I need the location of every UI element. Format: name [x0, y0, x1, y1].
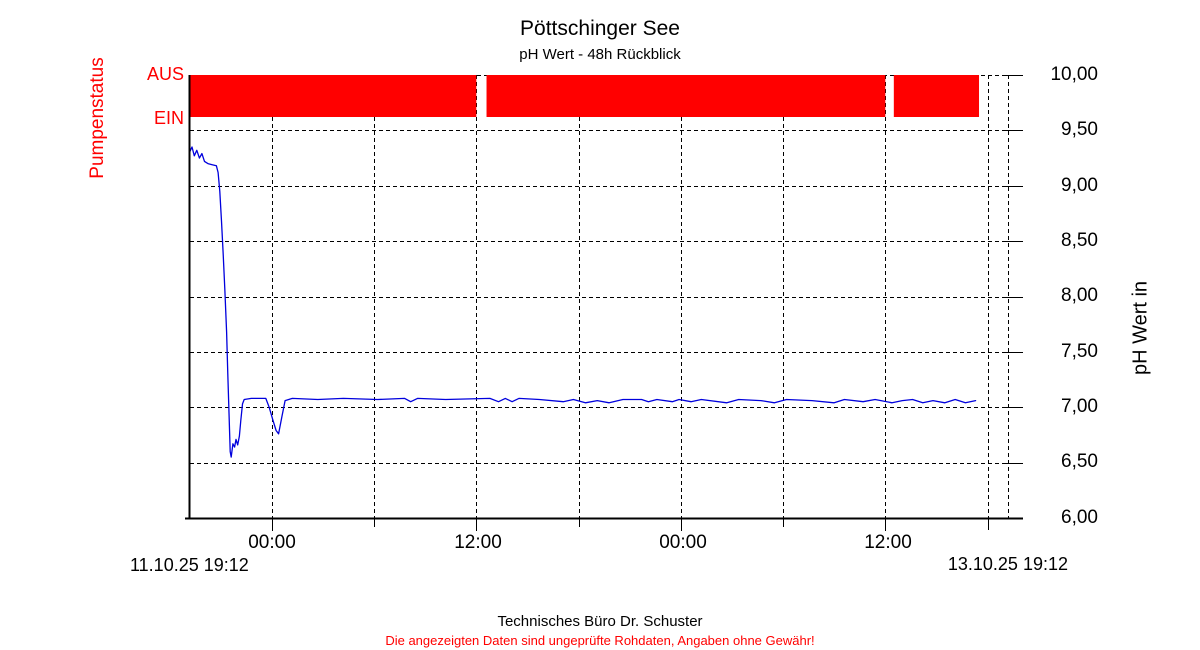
y-tick-8-00: 8,00	[1061, 285, 1098, 306]
x-tick-1200-day1: 12:00	[454, 532, 502, 553]
y-tick-7-50: 7,50	[1061, 341, 1098, 362]
y-tick-9-50: 9,50	[1061, 119, 1098, 140]
x-tick-0000-day2: 00:00	[659, 532, 707, 553]
footer-disclaimer: Die angezeigten Daten sind ungeprüfte Ro…	[385, 633, 815, 648]
y-tick-9-00: 9,00	[1061, 175, 1098, 196]
y-tick-6-00: 6,00	[1061, 507, 1098, 528]
x-axis-end-datetime: 13.10.25 19:12	[947, 554, 1068, 574]
y-tick-8-50: 8,50	[1061, 230, 1098, 251]
y-tick-6-50: 6,50	[1061, 451, 1098, 472]
pump-axis-label: Pumpenstatus	[87, 57, 108, 179]
chart-subtitle: pH Wert - 48h Rückblick	[519, 46, 681, 63]
x-tick-0000-day1: 00:00	[248, 532, 296, 553]
ph-axis-label: pH Wert in	[1129, 280, 1152, 376]
y-tick-7-00: 7,00	[1061, 396, 1098, 417]
pump-state-on-label: EIN	[153, 108, 184, 128]
footer-company: Technisches Büro Dr. Schuster	[497, 613, 703, 630]
x-axis-start-datetime: 11.10.25 19:12	[130, 555, 249, 575]
y-tick-10-00: 10,00	[1050, 64, 1098, 85]
page-title: Pöttschinger See	[520, 17, 680, 40]
x-tick-1200-day2: 12:00	[864, 532, 912, 553]
pump-state-off-label: AUS	[146, 64, 184, 84]
